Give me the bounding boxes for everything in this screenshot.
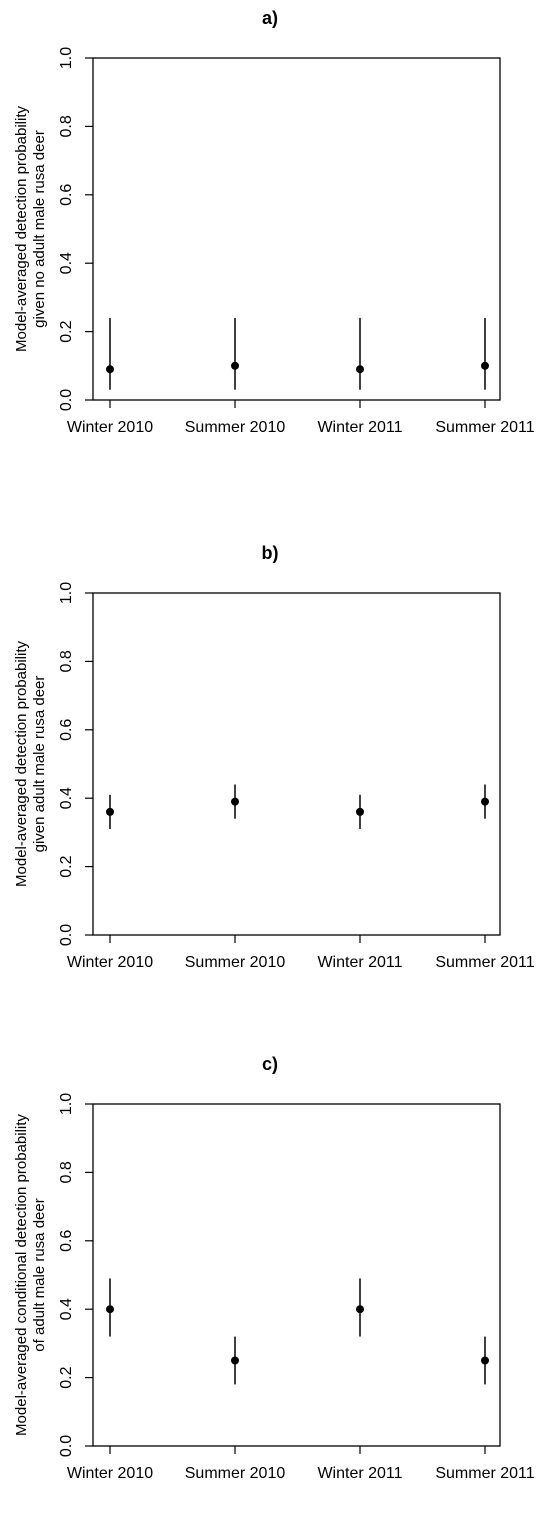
data-point [481, 361, 489, 370]
y-tick-label: 1.0 [58, 1093, 75, 1115]
y-tick-label: 0.0 [58, 1435, 75, 1457]
x-tick-label: Winter 2010 [67, 1465, 153, 1482]
y-tick-label: 0.4 [58, 787, 75, 809]
y-tick-label: 0.6 [58, 184, 75, 206]
chart-c-svg: c) 0.0 0.2 0.4 0.6 0.8 1.0 Model-averaged condi… [13, 1054, 535, 1482]
y-tick-label: 0.4 [58, 1298, 75, 1320]
data-point [481, 797, 489, 806]
chart-title-a: a) [262, 8, 278, 28]
y-axis-label-line: Model-averaged conditional detection pro… [13, 1114, 30, 1436]
data-point [106, 807, 114, 816]
y-tick-label: 0.0 [58, 924, 75, 946]
y-tick-label: 0.4 [58, 252, 75, 274]
y-axis-label-line: Model-averaged detection probability [13, 106, 30, 352]
y-tick-label: 0.8 [58, 115, 75, 137]
chart-title-b: b) [262, 543, 279, 563]
x-tick-label: Summer 2011 [435, 954, 534, 971]
y-axis-label-line: Model-averaged detection probability [13, 641, 30, 887]
y-tick-label: 0.0 [58, 389, 75, 411]
plot-frame [92, 57, 501, 401]
data-point [356, 807, 364, 816]
x-tick-label: Winter 2010 [67, 954, 153, 971]
x-tick-label: Summer 2011 [435, 419, 534, 436]
y-tick-label: 0.2 [58, 855, 75, 877]
plot-frame [92, 592, 501, 936]
x-tick-label: Winter 2011 [317, 419, 402, 436]
x-tick-label: Summer 2010 [185, 1465, 286, 1482]
x-tick-label: Summer 2010 [185, 419, 286, 436]
y-tick-label: 0.2 [58, 1366, 75, 1388]
data-point [231, 1356, 239, 1365]
y-tick-label: 0.6 [58, 719, 75, 741]
data-point [231, 361, 239, 370]
y-tick-label: 1.0 [58, 47, 75, 69]
chart-a-svg: a) 0.0 0.2 0.4 0.6 0.8 1.0 Model-averaged detec… [13, 8, 535, 436]
data-point [356, 365, 364, 374]
x-tick-label: Summer 2011 [435, 1465, 534, 1482]
y-tick-label: 0.6 [58, 1230, 75, 1252]
y-axis-label-line: of adult male rusa deer [31, 1198, 48, 1351]
chart-panel-c: c) 0.0 0.2 0.4 0.6 0.8 1.0 Model-averaged condi… [0, 1046, 540, 1516]
y-tick-label: 0.8 [58, 650, 75, 672]
data-point [356, 1305, 364, 1314]
x-tick-label: Winter 2011 [317, 1465, 402, 1482]
y-axis-label-line: given adult male rusa deer [31, 676, 48, 853]
plot-frame [92, 1103, 501, 1447]
y-tick-label: 1.0 [58, 582, 75, 604]
x-tick-label: Winter 2011 [317, 954, 402, 971]
chart-panel-a: a) 0.0 0.2 0.4 0.6 0.8 1.0 Model-averaged detec… [0, 0, 540, 470]
chart-b-svg: b) 0.0 0.2 0.4 0.6 0.8 1.0 Model-averaged detec… [13, 543, 535, 971]
data-point [106, 1305, 114, 1314]
y-axis-label-line: given no adult male rusa deer [31, 130, 48, 328]
chart-title-c: c) [262, 1054, 278, 1074]
y-tick-label: 0.8 [58, 1161, 75, 1183]
data-point [231, 797, 239, 806]
x-tick-label: Winter 2010 [67, 419, 153, 436]
y-tick-label: 0.2 [58, 320, 75, 342]
chart-panel-b: b) 0.0 0.2 0.4 0.6 0.8 1.0 Model-averaged detec… [0, 535, 540, 1005]
data-point [106, 365, 114, 374]
x-tick-label: Summer 2010 [185, 954, 286, 971]
data-point [481, 1356, 489, 1365]
